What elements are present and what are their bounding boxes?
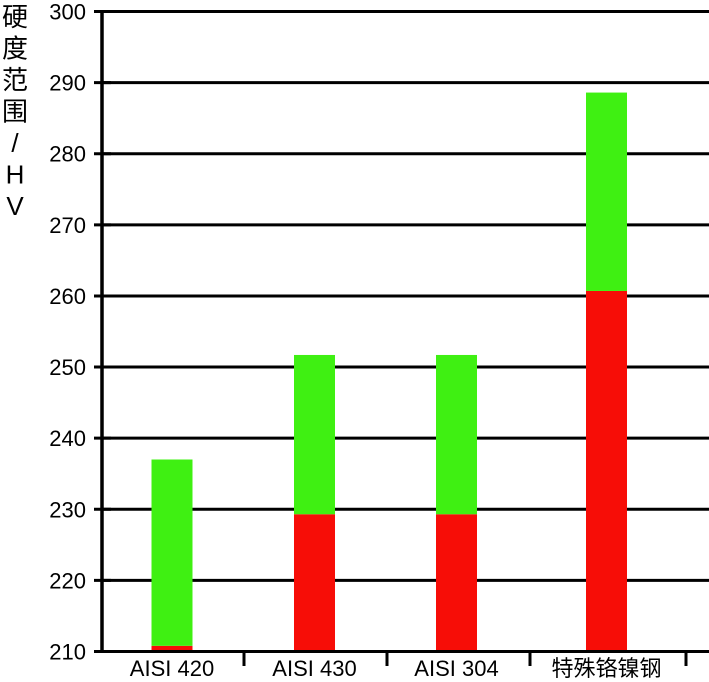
bar-segment-upper-range-green bbox=[294, 354, 335, 515]
y-tick-label: 290 bbox=[49, 71, 86, 96]
y-axis-title-char: 范 bbox=[2, 65, 28, 95]
y-tick-label: 210 bbox=[49, 640, 86, 665]
bar-segment-lower-range-red bbox=[294, 514, 335, 652]
x-category-label: AISI 304 bbox=[414, 656, 498, 681]
bar-segment-lower-range-red bbox=[436, 514, 477, 652]
y-tick-label: 300 bbox=[49, 0, 86, 25]
y-tick-label: 280 bbox=[49, 142, 86, 167]
bar-segment-lower-range-red bbox=[151, 645, 193, 652]
x-category-label: 特殊铬镍钢 bbox=[551, 656, 661, 681]
y-axis-title-char: 度 bbox=[2, 34, 28, 64]
y-tick-label: 260 bbox=[49, 284, 86, 309]
y-tick-label: 250 bbox=[49, 355, 86, 380]
y-axis-title-char: V bbox=[6, 191, 24, 221]
y-tick-label: 220 bbox=[49, 568, 86, 593]
bar-segment-upper-range-green bbox=[436, 354, 477, 515]
y-tick-label: 270 bbox=[49, 213, 86, 238]
x-category-label: AISI 430 bbox=[272, 656, 356, 681]
x-category-label: AISI 420 bbox=[130, 656, 214, 681]
y-axis-title-char: H bbox=[6, 160, 25, 190]
y-axis-title-char: 硬 bbox=[2, 2, 28, 32]
bar-segment-upper-range-green bbox=[586, 92, 627, 291]
y-tick-label: 230 bbox=[49, 497, 86, 522]
bar-segment-lower-range-red bbox=[586, 290, 627, 652]
y-axis-title-char: / bbox=[11, 128, 19, 158]
y-tick-label: 240 bbox=[49, 426, 86, 451]
bar-segment-upper-range-green bbox=[151, 459, 193, 646]
y-axis-title-char: 围 bbox=[2, 97, 28, 127]
